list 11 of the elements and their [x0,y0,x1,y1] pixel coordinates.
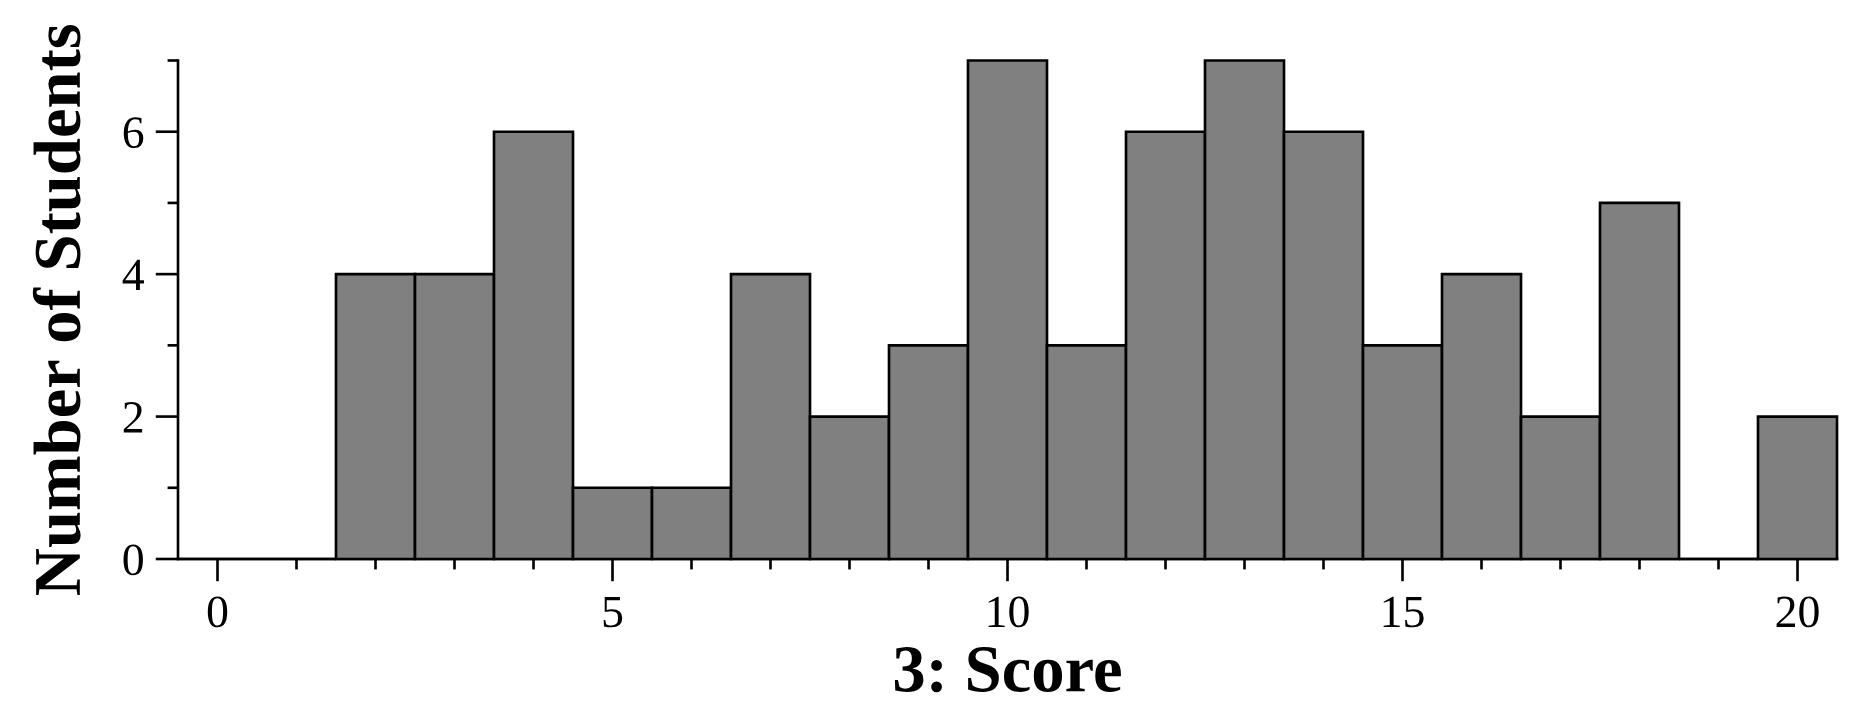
x-tick-label: 15 [1383,596,1424,628]
y-tick-label: 6 [123,117,144,149]
y-tick-label: 2 [123,402,143,433]
x-axis-title: 3: Score [894,647,1121,693]
y-tick-label: 0 [123,544,143,576]
y-axis-title: Number of Students [32,24,81,595]
x-tick-label: 5 [603,596,623,628]
y-tick-label: 4 [122,259,144,291]
x-tick-label: 10 [988,596,1029,628]
x-tick-label: 20 [1776,596,1819,628]
x-tick-label: 0 [207,596,228,628]
